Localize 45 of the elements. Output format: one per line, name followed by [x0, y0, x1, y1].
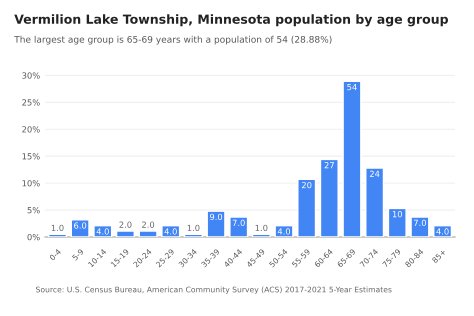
annotation: 1.0 [256, 224, 268, 232]
annotation: 7.0 [232, 220, 245, 226]
annotation: 7.0 [414, 220, 426, 226]
bar [274, 224, 294, 237]
annotation: 1.0 [52, 224, 64, 232]
y-tick-label: 30% [22, 72, 40, 79]
bar [365, 167, 384, 237]
annotation: 4.0 [278, 228, 290, 235]
y-tick-label: 10% [22, 180, 40, 186]
bar [229, 216, 248, 237]
bar [70, 219, 90, 237]
annotation: 2.0 [119, 222, 132, 228]
bar [116, 230, 135, 237]
annotation: 27 [324, 162, 334, 168]
bar [161, 224, 180, 237]
bar [138, 230, 158, 237]
y-tick-label: 20% [22, 126, 40, 133]
bar [297, 178, 316, 237]
chart-subtitle: The largest age group is 65-69 years with a population of 54 (28.88%) [14, 36, 332, 45]
bar [388, 208, 407, 237]
bar [320, 158, 339, 237]
bar [252, 234, 271, 237]
y-tick-label: 15% [22, 153, 40, 160]
bar [206, 210, 226, 237]
y-tick-label: 0% [28, 234, 40, 240]
annotation: 20 [302, 182, 312, 188]
annotation: 4.0 [164, 228, 177, 235]
bar [410, 216, 430, 237]
annotation: 10 [392, 211, 402, 218]
bar [184, 234, 203, 237]
y-tick-label: 25% [22, 99, 40, 106]
bar [433, 224, 452, 237]
bar [93, 224, 112, 237]
annotation: 6.0 [74, 222, 86, 229]
annotation: 9.0 [210, 214, 222, 220]
annotation: 2.0 [142, 222, 154, 228]
bar [342, 80, 362, 237]
annotation: 54 [347, 84, 357, 90]
annotation: 24 [370, 170, 380, 177]
chart-title: Vermilion Lake Township, Minnesota population by age group [14, 14, 448, 26]
bar [48, 234, 68, 237]
annotation: 4.0 [96, 228, 109, 235]
annotation: 1.0 [188, 224, 200, 232]
y-tick-label: 5% [28, 207, 40, 214]
annotation: 4.0 [436, 228, 449, 235]
